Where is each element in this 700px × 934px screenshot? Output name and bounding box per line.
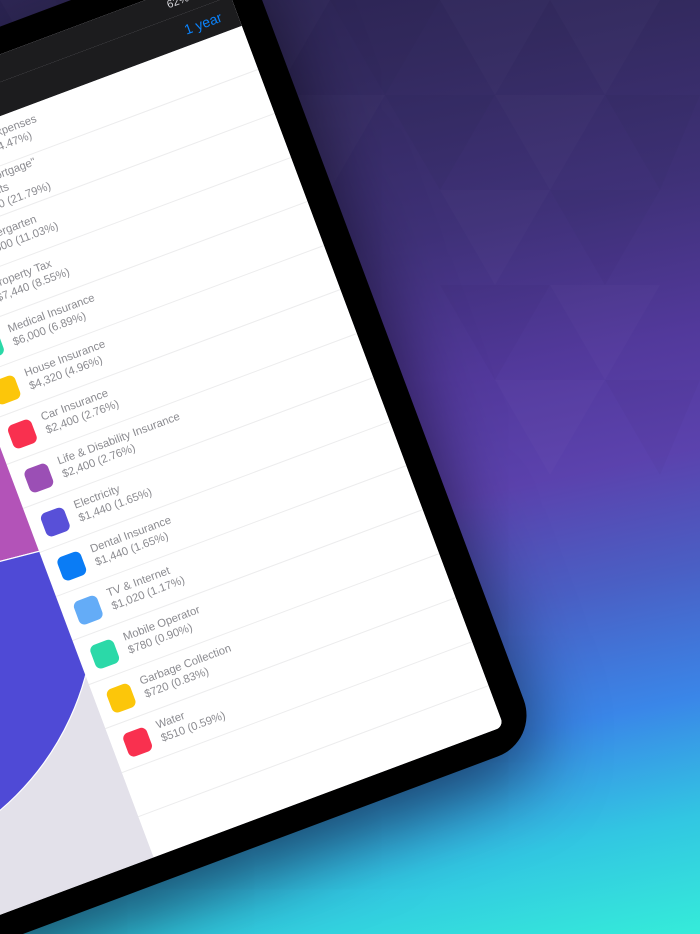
legend-color-swatch (71, 593, 105, 626)
legend-color-swatch (22, 461, 55, 494)
time-range-selector[interactable]: 1 year (181, 8, 225, 38)
legend-color-swatch (0, 329, 6, 362)
content-area: Everyday Expenses$30,000 (34.47%)Loan "M… (0, 25, 504, 934)
battery-icon (191, 0, 215, 1)
legend-color-swatch (88, 637, 121, 670)
battery-percent-label: 62% (165, 0, 191, 12)
legend-color-swatch (104, 681, 138, 714)
legend-color-swatch (39, 505, 72, 538)
legend-color-swatch (0, 373, 22, 406)
tablet-screen: 62% 1 year Everyday Expenses$30,000 (34.… (0, 0, 504, 934)
tablet-device: 62% 1 year Everyday Expenses$30,000 (34.… (0, 0, 539, 934)
legend-color-swatch (55, 549, 88, 582)
legend-color-swatch (121, 725, 154, 758)
legend-color-swatch (6, 417, 39, 450)
